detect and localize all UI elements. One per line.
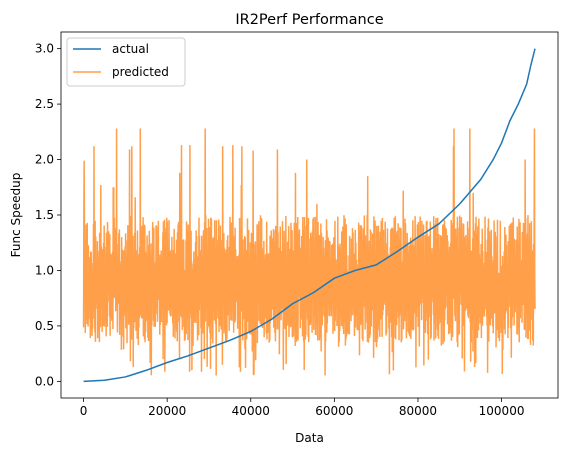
legend-label-predicted: predicted xyxy=(112,65,169,79)
x-tick-label: 60000 xyxy=(315,404,353,418)
legend-box xyxy=(66,37,186,87)
x-tick-label: 80000 xyxy=(399,404,437,418)
x-axis: 0 20000 40000 60000 80000 100000 xyxy=(80,398,525,418)
y-tick-label: 3.0 xyxy=(35,42,54,56)
y-tick-label: 0.5 xyxy=(35,319,54,333)
x-tick-label: 20000 xyxy=(148,404,186,418)
plot-area xyxy=(82,48,536,383)
y-tick-label: 1.5 xyxy=(35,208,54,222)
y-axis: 0.0 0.5 1.0 1.5 2.0 2.5 3.0 xyxy=(35,42,61,388)
predicted-series-line xyxy=(82,128,536,376)
y-tick-label: 1.0 xyxy=(35,263,54,277)
chart-title: IR2Perf Performance xyxy=(235,12,383,28)
x-tick-label: 100000 xyxy=(479,404,525,418)
y-tick-label: 2.5 xyxy=(35,97,54,111)
y-tick-label: 2.0 xyxy=(35,153,54,167)
actual-series-line xyxy=(83,48,536,383)
x-tick-label: 40000 xyxy=(232,404,270,418)
y-axis-label: Func Speedup xyxy=(9,173,23,258)
legend: actual predicted xyxy=(66,37,186,87)
x-axis-label: Data xyxy=(295,431,324,445)
legend-label-actual: actual xyxy=(112,42,149,56)
x-tick-label: 0 xyxy=(80,404,88,418)
y-tick-label: 0.0 xyxy=(35,374,54,388)
